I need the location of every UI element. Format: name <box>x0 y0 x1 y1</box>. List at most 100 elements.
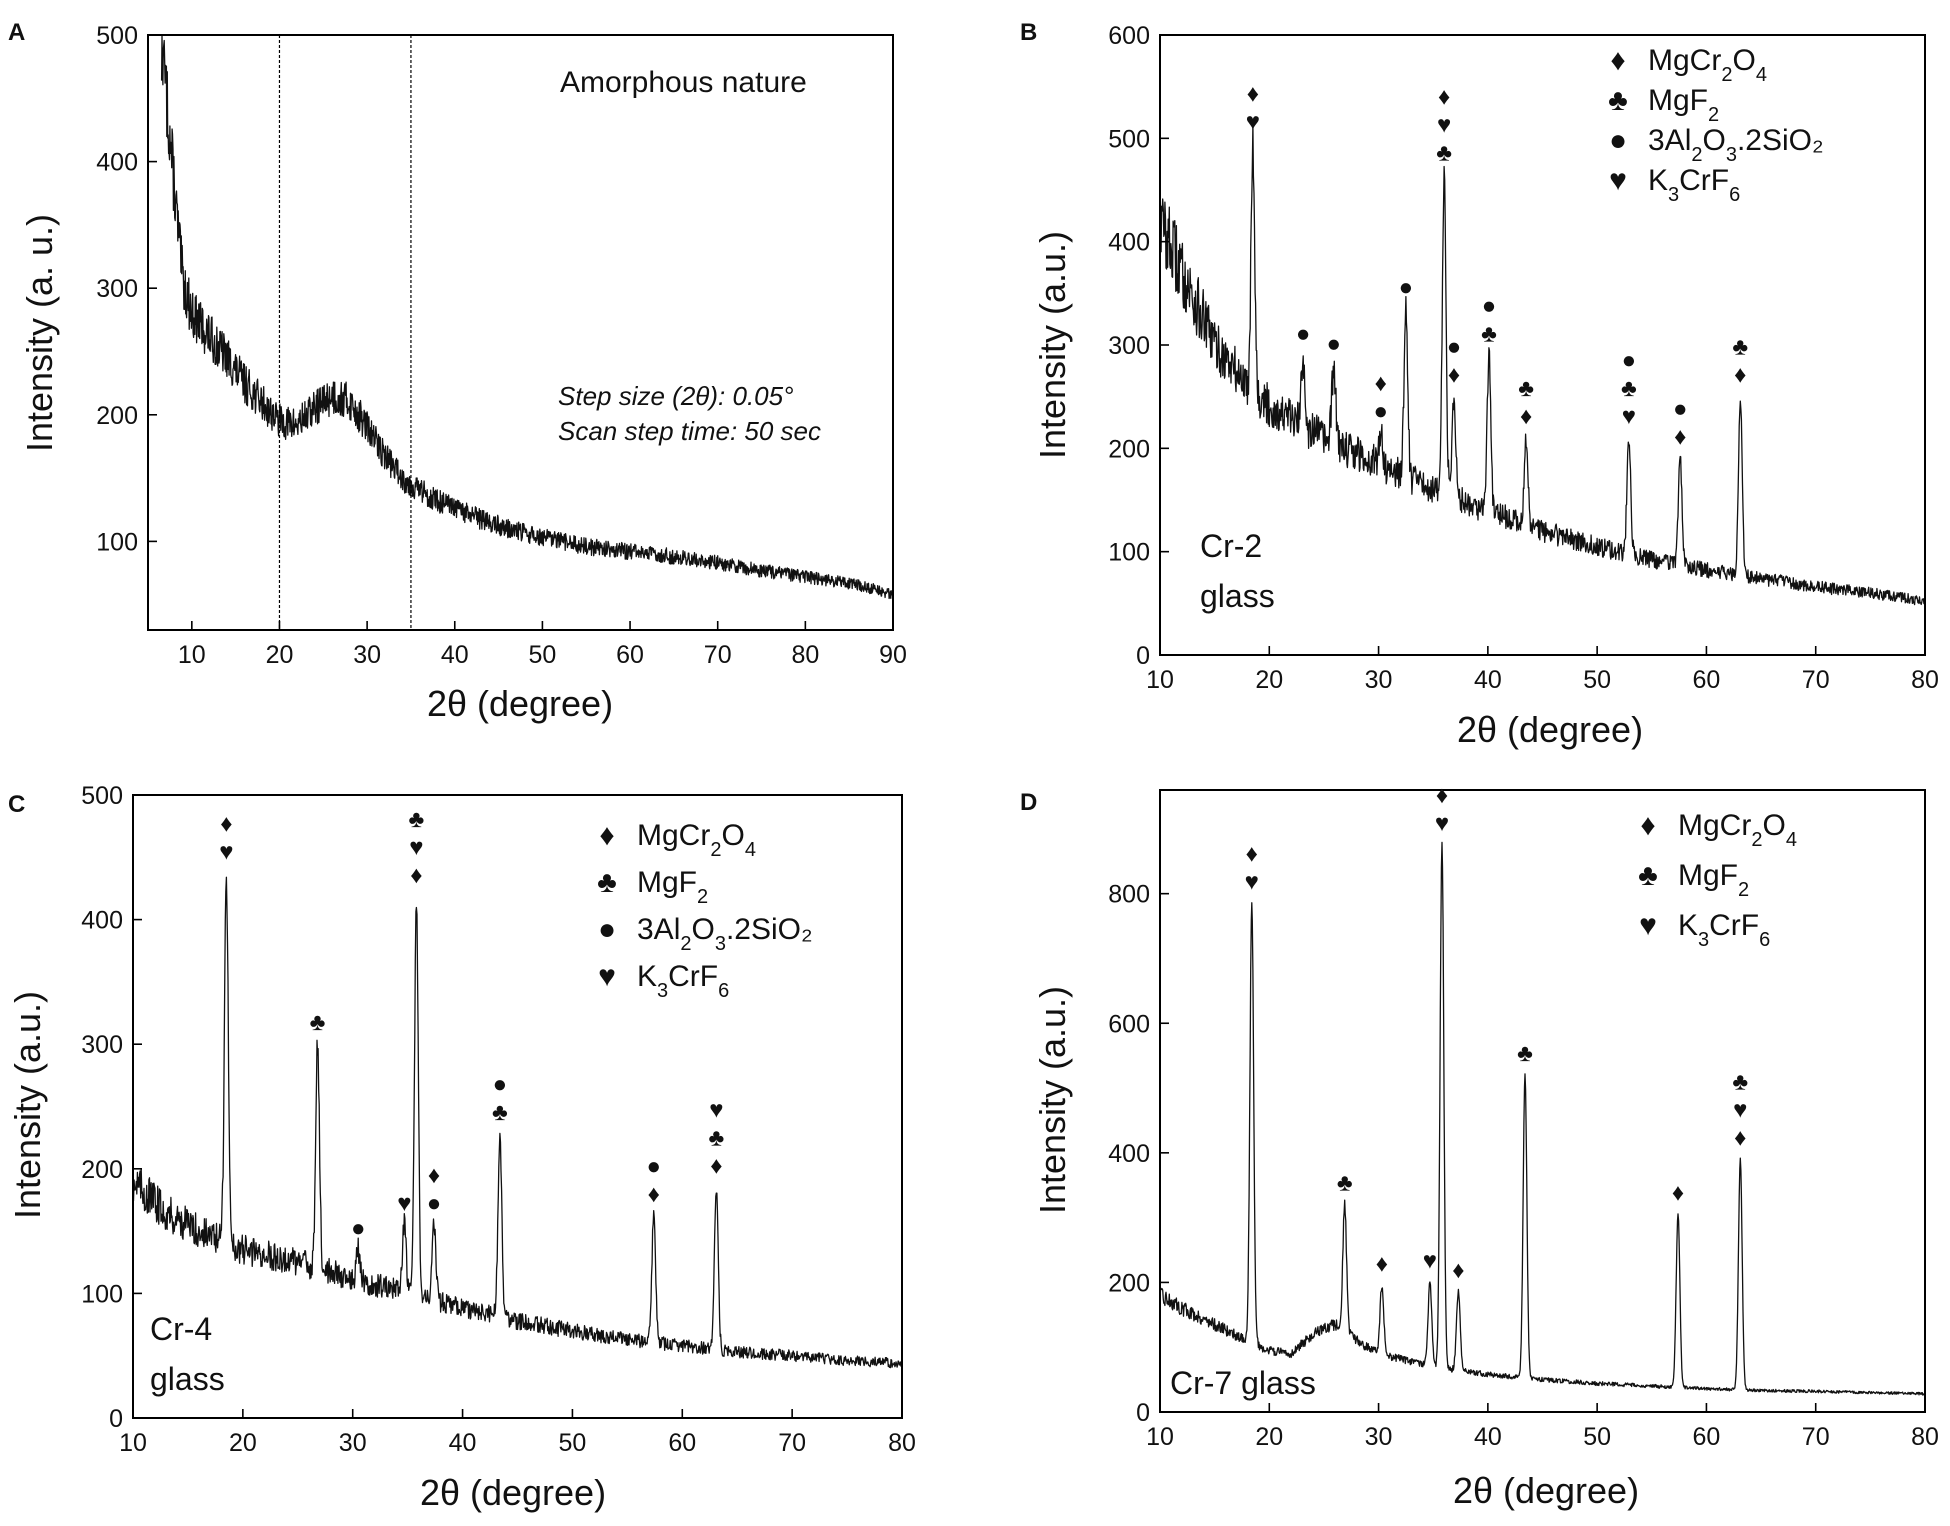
legend-entry: K3CrF6 <box>1678 909 1770 951</box>
peak-marker: ♣ <box>310 1009 326 1036</box>
y-tick-label: 300 <box>96 275 138 303</box>
x-tick-label: 30 <box>353 641 381 669</box>
legend-entry: MgF2 <box>1648 84 1719 126</box>
x-tick-label: 40 <box>1474 1423 1502 1451</box>
data-trace <box>1159 841 1926 1396</box>
legend-text-part: MgCr <box>1678 809 1751 842</box>
legend-entry: 3Al2O3.2SiO₂ <box>637 913 813 955</box>
x-tick-label: 10 <box>178 641 206 669</box>
y-axis-label: Intensity (a.u.) <box>7 991 48 1219</box>
legend-symbol: ♦ <box>599 819 614 852</box>
x-tick-label: 50 <box>559 1429 587 1457</box>
peak-marker: ♦ <box>428 1162 440 1189</box>
peak-marker: ♦ <box>1734 1124 1746 1151</box>
legend-subscript: 4 <box>1786 829 1797 851</box>
legend-subscript: 2 <box>697 886 708 908</box>
legend-text-part: .2SiO₂ <box>726 913 813 946</box>
sample-label: glass <box>1200 578 1275 614</box>
x-tick-label: 60 <box>1693 666 1721 694</box>
x-tick-label: 10 <box>1146 666 1174 694</box>
peak-marker: ● <box>493 1071 508 1098</box>
legend-symbol: ♣ <box>1638 859 1658 892</box>
peak-marker: ♥ <box>1423 1247 1437 1274</box>
y-tick-label: 0 <box>1136 1399 1150 1427</box>
peak-marker: ● <box>1673 396 1688 423</box>
peak-marker: ♣ <box>1518 375 1534 402</box>
panel-a: A 10 20 30 40 50 60 70 80 90 100 200 300 400 500 2θ (de… <box>8 19 907 724</box>
sample-label: Cr-2 <box>1200 528 1262 564</box>
y-tick-label: 600 <box>1108 22 1150 50</box>
y-tick-label: 600 <box>1108 1010 1150 1038</box>
x-tick-label: 80 <box>791 641 819 669</box>
legend-symbol: ● <box>598 913 616 946</box>
x-axis-label: 2θ (degree) <box>1453 1470 1639 1511</box>
legend-entry: MgF2 <box>637 866 708 908</box>
peak-marker: ● <box>1622 347 1637 374</box>
y-tick-label: 100 <box>81 1280 123 1308</box>
peak-marker: ♦ <box>648 1181 660 1208</box>
legend-symbol: ♥ <box>1609 164 1627 197</box>
peak-marker: ♣ <box>708 1124 724 1151</box>
legend-subscript: 2 <box>680 933 691 955</box>
panel-b: B 10 20 30 40 50 60 70 80 0 100 200 300 400 500 600 2θ (… <box>1020 19 1939 750</box>
y-tick-label: 400 <box>1108 1140 1150 1168</box>
y-tick-label: 200 <box>96 402 138 430</box>
legend-text-part: O <box>721 819 744 852</box>
peak-marker: ● <box>1296 320 1311 347</box>
peak-marker: ♣ <box>409 806 425 833</box>
peak-marker: ♦ <box>1246 840 1258 867</box>
data-trace <box>160 34 894 600</box>
peak-marker: ♦ <box>1674 424 1686 451</box>
x-tick-label: 40 <box>1474 666 1502 694</box>
legend-text-part: CrF <box>668 960 718 993</box>
legend-text-part: K <box>637 960 657 993</box>
panel-letter: D <box>1020 789 1037 816</box>
legend-entry: MgCr2O4 <box>637 819 756 861</box>
y-tick-label: 200 <box>1108 1269 1150 1297</box>
peak-marker: ♥ <box>1435 810 1449 837</box>
x-tick-label: 80 <box>888 1429 916 1457</box>
x-tick-label: 70 <box>1802 666 1830 694</box>
legend-subscript: 3 <box>1726 144 1737 166</box>
y-axis-label: Intensity (a.u.) <box>1032 231 1073 459</box>
legend-subscript: 4 <box>1756 64 1767 86</box>
legend-subscript: 2 <box>1738 879 1749 901</box>
legend-entry: MgF2 <box>1678 859 1749 901</box>
legend-entry: MgCr2O4 <box>1648 44 1767 86</box>
x-tick-label: 20 <box>1255 1423 1283 1451</box>
sample-label: Cr-7 glass <box>1170 1365 1316 1401</box>
legend-entry: 3Al2O3.2SiO₂ <box>1648 124 1824 166</box>
x-tick-label: 40 <box>441 641 469 669</box>
peak-marker: ♥ <box>1622 403 1636 430</box>
legend-text-part: MgF <box>637 866 697 899</box>
annotation: Scan step time: 50 sec <box>558 416 821 446</box>
annotation: Amorphous nature <box>560 66 807 99</box>
x-tick-label: 20 <box>266 641 294 669</box>
legend-text-part: CrF <box>1709 909 1759 942</box>
peak-marker: ♥ <box>1246 109 1260 136</box>
peak-marker: ♣ <box>1436 140 1452 167</box>
peak-marker: ♥ <box>397 1190 411 1217</box>
panel-letter: A <box>8 19 25 46</box>
legend-text-part: O <box>691 913 714 946</box>
legend-text-part: MgF <box>1648 84 1708 117</box>
x-tick-label: 50 <box>529 641 557 669</box>
legend-subscript: 3 <box>1668 184 1679 206</box>
y-tick-label: 400 <box>1108 229 1150 257</box>
peak-marker: ● <box>1327 331 1342 358</box>
peak-marker: ♦ <box>1452 1257 1464 1284</box>
peak-marker: ♣ <box>1481 320 1497 347</box>
x-tick-label: 60 <box>616 641 644 669</box>
data-trace <box>1159 124 1926 606</box>
x-tick-label: 80 <box>1911 1423 1939 1451</box>
x-tick-label: 20 <box>229 1429 257 1457</box>
peak-marker: ♦ <box>220 810 232 837</box>
x-tick-label: 50 <box>1583 1423 1611 1451</box>
legend-subscript: 6 <box>1729 184 1740 206</box>
peak-marker: ● <box>1399 274 1414 301</box>
x-tick-label: 30 <box>1365 666 1393 694</box>
peak-marker: ♦ <box>410 862 422 889</box>
legend-text-part: O <box>1702 124 1725 157</box>
x-tick-label: 70 <box>778 1429 806 1457</box>
peak-marker: ♥ <box>709 1096 723 1123</box>
